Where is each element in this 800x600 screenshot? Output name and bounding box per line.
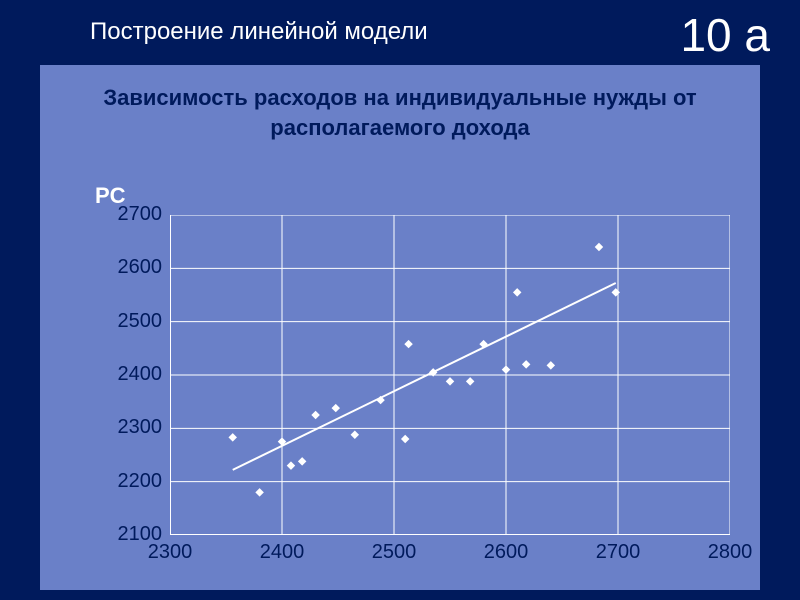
slide-root: Построение линейной модели 10 а Зависимо… xyxy=(0,0,800,600)
chart-panel: Зависимость расходов на индивидуальные н… xyxy=(40,65,760,590)
data-point xyxy=(513,288,521,296)
data-point xyxy=(298,457,306,465)
slide-number: 10 а xyxy=(680,8,770,62)
scatter-plot xyxy=(170,215,730,535)
data-point xyxy=(401,435,409,443)
x-tick-label: 2700 xyxy=(578,541,658,564)
x-tick-label: 2600 xyxy=(466,541,546,564)
x-tick-label: 2400 xyxy=(242,541,322,564)
data-point xyxy=(332,404,340,412)
chart-title: Зависимость расходов на индивидуальные н… xyxy=(40,83,760,142)
y-tick-label: 2200 xyxy=(102,470,162,493)
data-point xyxy=(351,430,359,438)
data-point xyxy=(547,361,555,369)
x-tick-label: 2500 xyxy=(354,541,434,564)
data-point xyxy=(595,243,603,251)
data-point xyxy=(612,288,620,296)
x-tick-label: 2800 xyxy=(690,541,770,564)
data-point xyxy=(255,488,263,496)
data-point xyxy=(404,340,412,348)
y-tick-label: 2600 xyxy=(102,256,162,279)
data-point xyxy=(287,461,295,469)
data-point xyxy=(446,377,454,385)
y-tick-label: 2700 xyxy=(102,203,162,226)
data-point xyxy=(228,433,236,441)
data-point xyxy=(522,360,530,368)
data-point xyxy=(311,411,319,419)
data-point xyxy=(466,377,474,385)
x-tick-label: 2300 xyxy=(130,541,210,564)
y-tick-label: 2500 xyxy=(102,310,162,333)
y-tick-label: 2300 xyxy=(102,416,162,439)
y-tick-label: 2400 xyxy=(102,363,162,386)
slide-title: Построение линейной модели xyxy=(90,18,428,46)
data-point xyxy=(502,365,510,373)
